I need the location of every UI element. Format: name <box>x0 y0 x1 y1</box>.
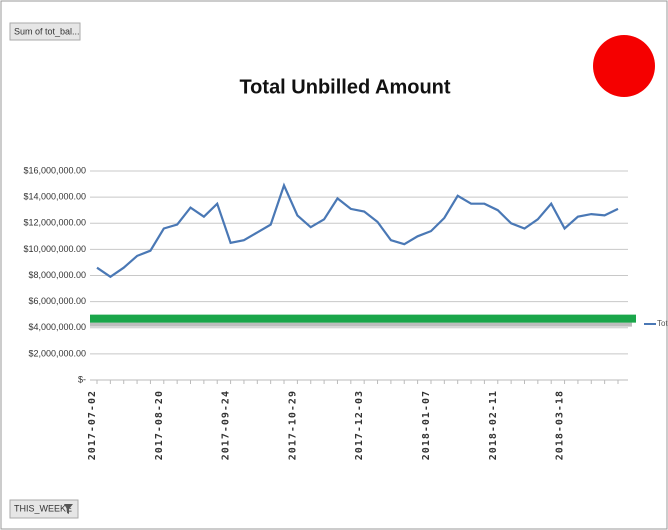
y-tick-label: $14,000,000.00 <box>23 192 86 202</box>
red-dot <box>593 35 655 97</box>
y-tick-label: $12,000,000.00 <box>23 218 86 228</box>
y-tick-label: $10,000,000.00 <box>23 244 86 254</box>
field-button-label[interactable]: Sum of tot_bal... <box>14 26 80 36</box>
x-tick-label: 2017-08-20 <box>154 390 165 460</box>
chart-title: Total Unbilled Amount <box>239 76 450 98</box>
y-tick-label: $4,000,000.00 <box>28 322 86 332</box>
legend-label: Tot <box>657 319 668 328</box>
y-tick-label: $16,000,000.00 <box>23 165 86 175</box>
x-tick-label: 2017-10-29 <box>287 390 298 460</box>
y-tick-label: $2,000,000.00 <box>28 348 86 358</box>
x-tick-label: 2017-09-24 <box>221 390 232 460</box>
y-tick-label: $8,000,000.00 <box>28 270 86 280</box>
filter-button-label[interactable]: THIS_WEEKE <box>14 503 72 513</box>
reference-shadow <box>90 322 632 327</box>
filter-button[interactable] <box>9 499 79 519</box>
y-tick-label: $6,000,000.00 <box>28 296 86 306</box>
x-tick-label: 2018-02-11 <box>488 390 499 460</box>
series-line <box>96 182 619 279</box>
x-tick-label: 2018-01-07 <box>421 390 432 460</box>
filter-icon[interactable] <box>64 504 73 514</box>
x-tick-label: 2017-07-02 <box>87 390 98 460</box>
x-tick-label: 2018-03-18 <box>555 390 566 460</box>
x-tick-label: 2017-12-03 <box>354 390 365 460</box>
field-button[interactable] <box>9 22 81 41</box>
y-tick-label: $- <box>78 374 86 384</box>
